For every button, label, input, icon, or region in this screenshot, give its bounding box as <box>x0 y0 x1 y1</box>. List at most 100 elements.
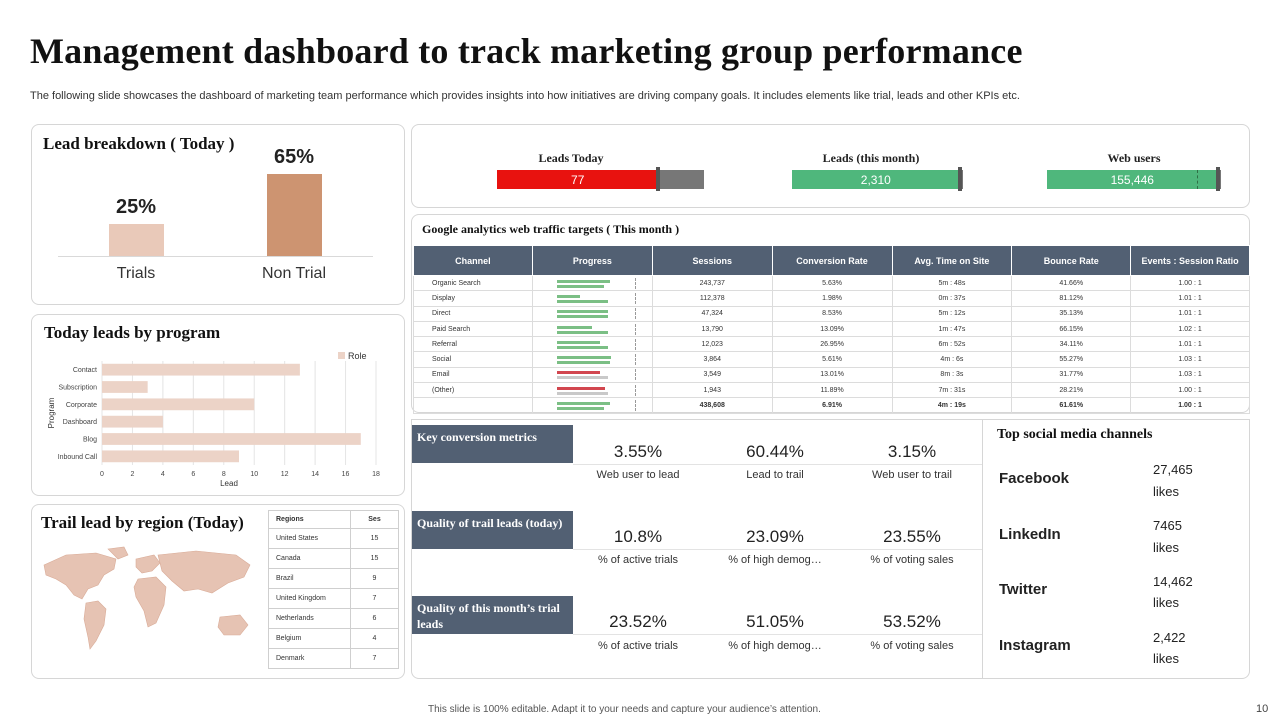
page-subtitle: The following slide showcases the dashbo… <box>30 90 1020 102</box>
progress-target <box>556 391 608 395</box>
table-row: Canada 15 <box>268 548 399 569</box>
map-greenland <box>107 546 129 560</box>
metric-value: 51.05% <box>746 612 804 631</box>
table-row: Social 3,864 5.61% 4m : 6s 55.27% 1.03 : 1 <box>413 351 1250 368</box>
progress-actual <box>556 279 610 283</box>
metric-value: 23.52% <box>609 612 667 631</box>
ga-col-sessions: Sessions <box>651 245 773 276</box>
region-name: Netherlands <box>268 608 351 629</box>
x-tick-label: 4 <box>161 471 165 478</box>
progress-bar <box>556 354 639 366</box>
progress-bar <box>556 292 639 304</box>
progress-actual <box>556 386 606 390</box>
progress-target-line <box>634 354 636 366</box>
y-tick-label: Inbound Call <box>58 454 98 461</box>
lead-cat-trials: Trials <box>116 265 156 282</box>
ga-ratio: 1.03 : 1 <box>1130 351 1250 368</box>
ga-bounce: 81.12% <box>1011 290 1132 307</box>
region-table-header: Regions Ses <box>268 510 399 529</box>
ga-channel: Referral <box>413 336 533 353</box>
ga-col-ratio: Events : Session Ratio <box>1130 245 1250 276</box>
ga-ratio: 1.01 : 1 <box>1130 290 1250 307</box>
region-value: 9 <box>350 568 399 589</box>
ga-progress-cell <box>531 397 653 414</box>
ga-sessions: 13,790 <box>651 320 773 338</box>
metrics-heading-trail-today: Quality of trail leads (today) <box>412 511 573 549</box>
table-row: United Kingdom 7 <box>268 588 399 609</box>
x-tick-label: 6 <box>191 471 195 478</box>
kpi-label-web-users: Web users <box>1107 151 1161 165</box>
x-tick-label: 14 <box>311 471 319 478</box>
ga-total-conv: 6.91% <box>771 397 893 414</box>
progress-actual <box>556 371 600 375</box>
ga-channel: Organic Search <box>413 274 533 292</box>
ga-bounce: 35.13% <box>1011 305 1132 322</box>
progress-target-line <box>634 384 636 396</box>
metric-value: 3.55% <box>613 442 663 461</box>
ga-channel: Display <box>413 290 533 307</box>
metric-value: 10.8% <box>613 527 663 546</box>
progress-target <box>556 299 608 303</box>
progress-bar <box>556 338 639 350</box>
progress-bar <box>556 384 639 396</box>
ga-sessions: 1,943 <box>651 382 773 399</box>
region-value-col-header: Ses <box>350 510 399 529</box>
bar <box>102 363 300 376</box>
ga-bounce: 31.77% <box>1011 366 1132 384</box>
progress-target-line <box>634 277 636 289</box>
metric-divider <box>573 549 983 550</box>
table-row: Direct 47,324 8.53% 5m : 12s 35.13% 1.01 : 1 <box>413 305 1250 322</box>
progress-actual <box>556 310 608 314</box>
progress-actual <box>556 402 610 406</box>
x-axis-label: Lead <box>220 479 238 488</box>
lead-breakdown-baseline <box>58 256 373 257</box>
progress-target-line <box>634 338 636 350</box>
y-axis-label: Program <box>47 397 56 428</box>
table-row: Display 112,378 1.98% 0m : 37s 81.12% 1.01 : … <box>413 290 1250 307</box>
table-row: Organic Search 243,737 5.63% 5m : 48s 41.66%… <box>413 274 1250 292</box>
region-name: Canada <box>268 548 351 569</box>
ga-total-sessions: 438,608 <box>651 397 773 414</box>
region-value: 4 <box>350 628 399 649</box>
ga-progress-cell <box>531 290 653 307</box>
region-name: Brazil <box>268 568 351 589</box>
x-tick-label: 0 <box>100 471 104 478</box>
metric-label: % of active trials <box>597 640 679 652</box>
table-row: Denmark 7 <box>268 648 399 669</box>
progress-target <box>556 376 608 380</box>
leads-by-program-chart: 0 2 4 6 8 10 12 14 16 18 Contact Subscription Corpor… <box>47 351 380 488</box>
ga-table: Channel Progress Sessions Conversion Rat… <box>413 245 1250 414</box>
map-north-america <box>43 552 117 600</box>
ga-time: 8m : 3s <box>891 366 1013 384</box>
social-unit: likes <box>1153 540 1180 555</box>
progress-target-line <box>634 308 636 320</box>
ga-bounce: 28.21% <box>1011 382 1132 399</box>
x-tick-label: 8 <box>222 471 226 478</box>
kpi-value-web-users: 155,446 <box>1047 170 1218 189</box>
ga-bounce: 34.11% <box>1011 336 1132 353</box>
page-title: Management dashboard to track marketing … <box>30 31 1023 71</box>
ga-conv: 11.89% <box>771 382 893 399</box>
progress-target-line <box>634 400 636 412</box>
table-row: Email 3,549 13.01% 8m : 3s 31.77% 1.03 : 1 <box>413 366 1250 384</box>
progress-actual <box>556 340 600 344</box>
progress-target <box>556 330 608 334</box>
progress-target <box>556 361 610 365</box>
social-panel: Top social media channels Facebook 27,46… <box>982 419 1250 679</box>
x-tick-label: 2 <box>130 471 134 478</box>
ga-total-time: 4m : 19s <box>891 397 1013 414</box>
table-row: United States 15 <box>268 528 399 549</box>
ga-time: 1m : 47s <box>891 320 1013 338</box>
region-col-header: Regions <box>268 510 351 529</box>
metrics-panel: Key conversion metrics 3.55% 60.44% 3.15… <box>411 419 983 679</box>
map-europe <box>135 554 161 574</box>
ga-col-time: Avg. Time on Site <box>891 245 1013 276</box>
kpi-label-leads-today: Leads Today <box>538 151 604 165</box>
social-name-instagram: Instagram <box>999 637 1071 654</box>
metric-value: 23.55% <box>883 527 941 546</box>
metric-value: 3.15% <box>887 442 937 461</box>
ga-col-bounce: Bounce Rate <box>1011 245 1132 276</box>
metric-label: % of high demog… <box>728 554 822 566</box>
ga-channel: Email <box>413 366 533 384</box>
ga-channel: Direct <box>413 305 533 322</box>
